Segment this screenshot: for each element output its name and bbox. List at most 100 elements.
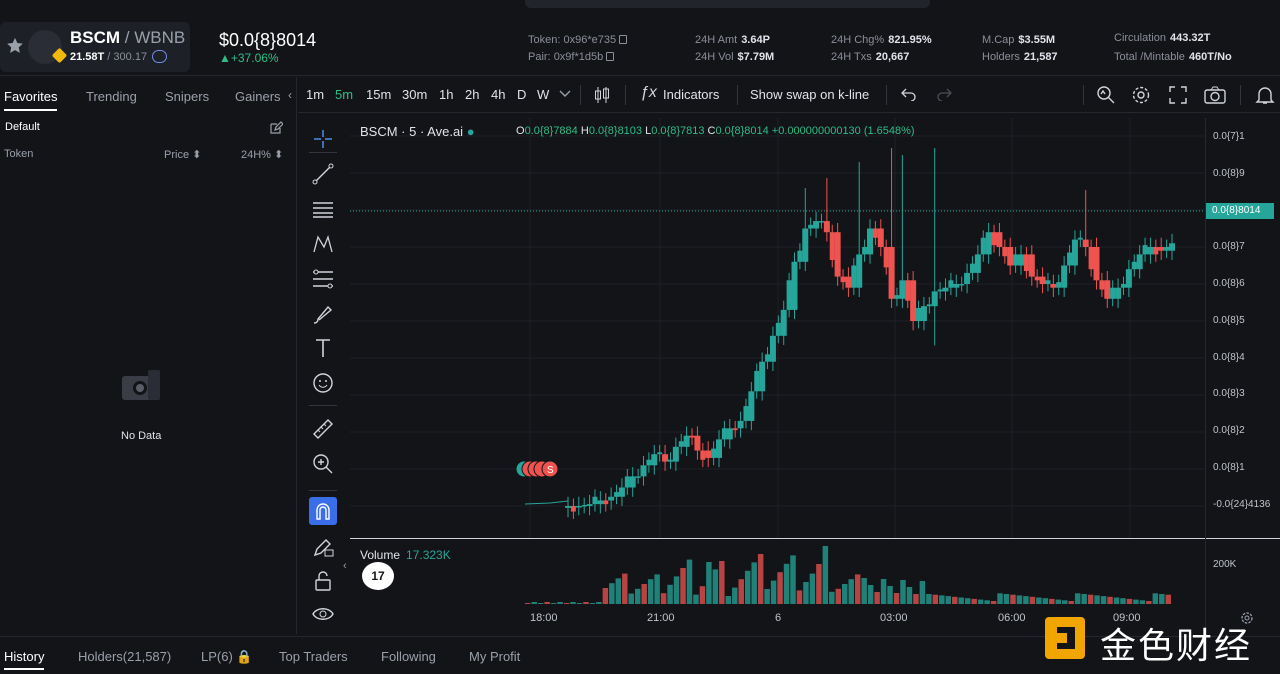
undo-icon[interactable]: [901, 87, 917, 101]
tab-history[interactable]: History: [4, 649, 45, 670]
copy-icon[interactable]: [619, 35, 628, 44]
volume-bar: [880, 579, 887, 604]
timeframe-1h[interactable]: 1h: [439, 87, 454, 102]
collapse-icon[interactable]: ‹: [288, 88, 292, 102]
chevron-down-icon[interactable]: [559, 90, 571, 98]
tab-trending[interactable]: Trending: [86, 89, 137, 104]
y-axis-label: 0.0{8}2: [1213, 425, 1245, 436]
text-icon[interactable]: [309, 334, 337, 362]
candlestick-type-icon[interactable]: [593, 85, 611, 105]
candle: [877, 228, 884, 247]
lock-icon[interactable]: [309, 567, 337, 595]
trendline-icon[interactable]: [309, 160, 337, 188]
camera-icon[interactable]: [1204, 85, 1226, 105]
candle: [689, 435, 695, 438]
chart-toolbar: [298, 77, 1280, 113]
candle: [726, 428, 733, 440]
pane-collapse-icon[interactable]: ‹: [343, 560, 347, 572]
pane-divider[interactable]: [350, 538, 1280, 539]
gear-icon[interactable]: [1131, 85, 1151, 105]
column-price[interactable]: Price ⬍: [164, 149, 202, 161]
candle: [969, 263, 975, 273]
timeframe-30m[interactable]: 30m: [402, 87, 428, 102]
column-24h[interactable]: 24H% ⬍: [241, 149, 284, 161]
indicators-button[interactable]: Indicators: [663, 87, 720, 102]
volume-bar: [1133, 599, 1139, 604]
volume-bar: [874, 592, 880, 604]
stat-total-mintable: Total /Mintable 460T/No: [1114, 51, 1232, 63]
current-price-tag: 0.0{8}8014: [1206, 203, 1274, 219]
volume-bar: [893, 593, 900, 604]
volume-bar: [712, 569, 719, 604]
tab-holders[interactable]: Holders(21,587): [78, 649, 172, 664]
fib-icon[interactable]: [309, 265, 337, 293]
volume-bar: [990, 601, 997, 604]
volume-bar: [984, 600, 990, 604]
volume-bar: [971, 598, 977, 604]
candle: [1125, 269, 1132, 288]
copy-icon[interactable]: [606, 52, 615, 61]
indicators-icon[interactable]: ƒx: [640, 84, 657, 101]
horizontal-lines-icon[interactable]: [309, 195, 337, 223]
price-chart[interactable]: S: [350, 118, 1205, 538]
volume-bar: [563, 603, 570, 604]
empty-state-icon: [122, 370, 160, 400]
tab-gainers[interactable]: Gainers: [235, 89, 281, 104]
candle: [678, 441, 684, 447]
group-default[interactable]: Default: [5, 121, 40, 133]
tab-snipers[interactable]: Snipers: [165, 89, 210, 104]
emoji-icon[interactable]: [309, 369, 337, 397]
top-search-bar[interactable]: [525, 0, 930, 8]
fullscreen-icon[interactable]: [1169, 86, 1187, 104]
settings-small-icon[interactable]: [1240, 611, 1254, 625]
token-supply: 21.58T / 300.17: [70, 51, 148, 63]
tab-following[interactable]: Following: [381, 649, 436, 664]
bell-icon[interactable]: [1255, 85, 1275, 105]
tab-my-profit[interactable]: My Profit: [469, 649, 521, 664]
volume-bar: [570, 602, 576, 604]
candle: [592, 496, 598, 505]
eye-icon[interactable]: [309, 600, 337, 628]
timeframe-5m[interactable]: 5m: [335, 87, 354, 102]
volume-axis-label: 200K: [1213, 559, 1237, 570]
candle: [765, 354, 771, 362]
volume-bar: [861, 578, 867, 604]
token-pair: BSCM / WBNB: [70, 28, 186, 47]
candle: [1056, 282, 1062, 288]
brush-icon[interactable]: [309, 300, 337, 328]
tab-top-traders[interactable]: Top Traders: [279, 649, 348, 664]
timeframe-2h[interactable]: 2h: [465, 87, 480, 102]
crosshair-icon[interactable]: [309, 125, 337, 153]
volume-bar: [738, 579, 744, 604]
ruler-icon[interactable]: [309, 415, 337, 443]
tab-lp[interactable]: LP(6) 🔒: [201, 649, 253, 664]
candle: [754, 370, 760, 392]
tab-favorites[interactable]: Favorites: [4, 89, 58, 111]
volume-bar: [1087, 594, 1094, 604]
volume-bar: [699, 586, 706, 604]
volume-bar: [634, 588, 641, 604]
search-alert-icon[interactable]: [1096, 85, 1116, 105]
redo-icon[interactable]: [936, 87, 952, 101]
timeframe-4h[interactable]: 4h: [491, 87, 506, 102]
zoom-in-icon[interactable]: [309, 450, 337, 478]
volume-bar: [647, 579, 654, 604]
pattern-icon[interactable]: [309, 230, 337, 258]
timeframe-D[interactable]: D: [517, 87, 527, 102]
timeframe-W[interactable]: W: [537, 87, 550, 102]
show-swap-toggle[interactable]: Show swap on k-line: [750, 87, 870, 102]
candle: [948, 280, 954, 288]
star-icon[interactable]: [6, 37, 24, 55]
volume-bar: [835, 588, 842, 604]
magnet-icon[interactable]: [309, 497, 337, 525]
pencil-lock-icon[interactable]: [309, 533, 337, 561]
stat-circulation: Circulation 443.32T: [1114, 32, 1211, 44]
candle: [700, 450, 706, 460]
candle: [920, 306, 927, 321]
candle: [721, 428, 727, 440]
timeframe-1m[interactable]: 1m: [306, 87, 325, 102]
volume-bar: [1159, 594, 1165, 604]
edit-icon[interactable]: [269, 121, 283, 135]
timeframe-15m[interactable]: 15m: [366, 87, 392, 102]
tradingview-logo[interactable]: 17: [362, 562, 394, 590]
